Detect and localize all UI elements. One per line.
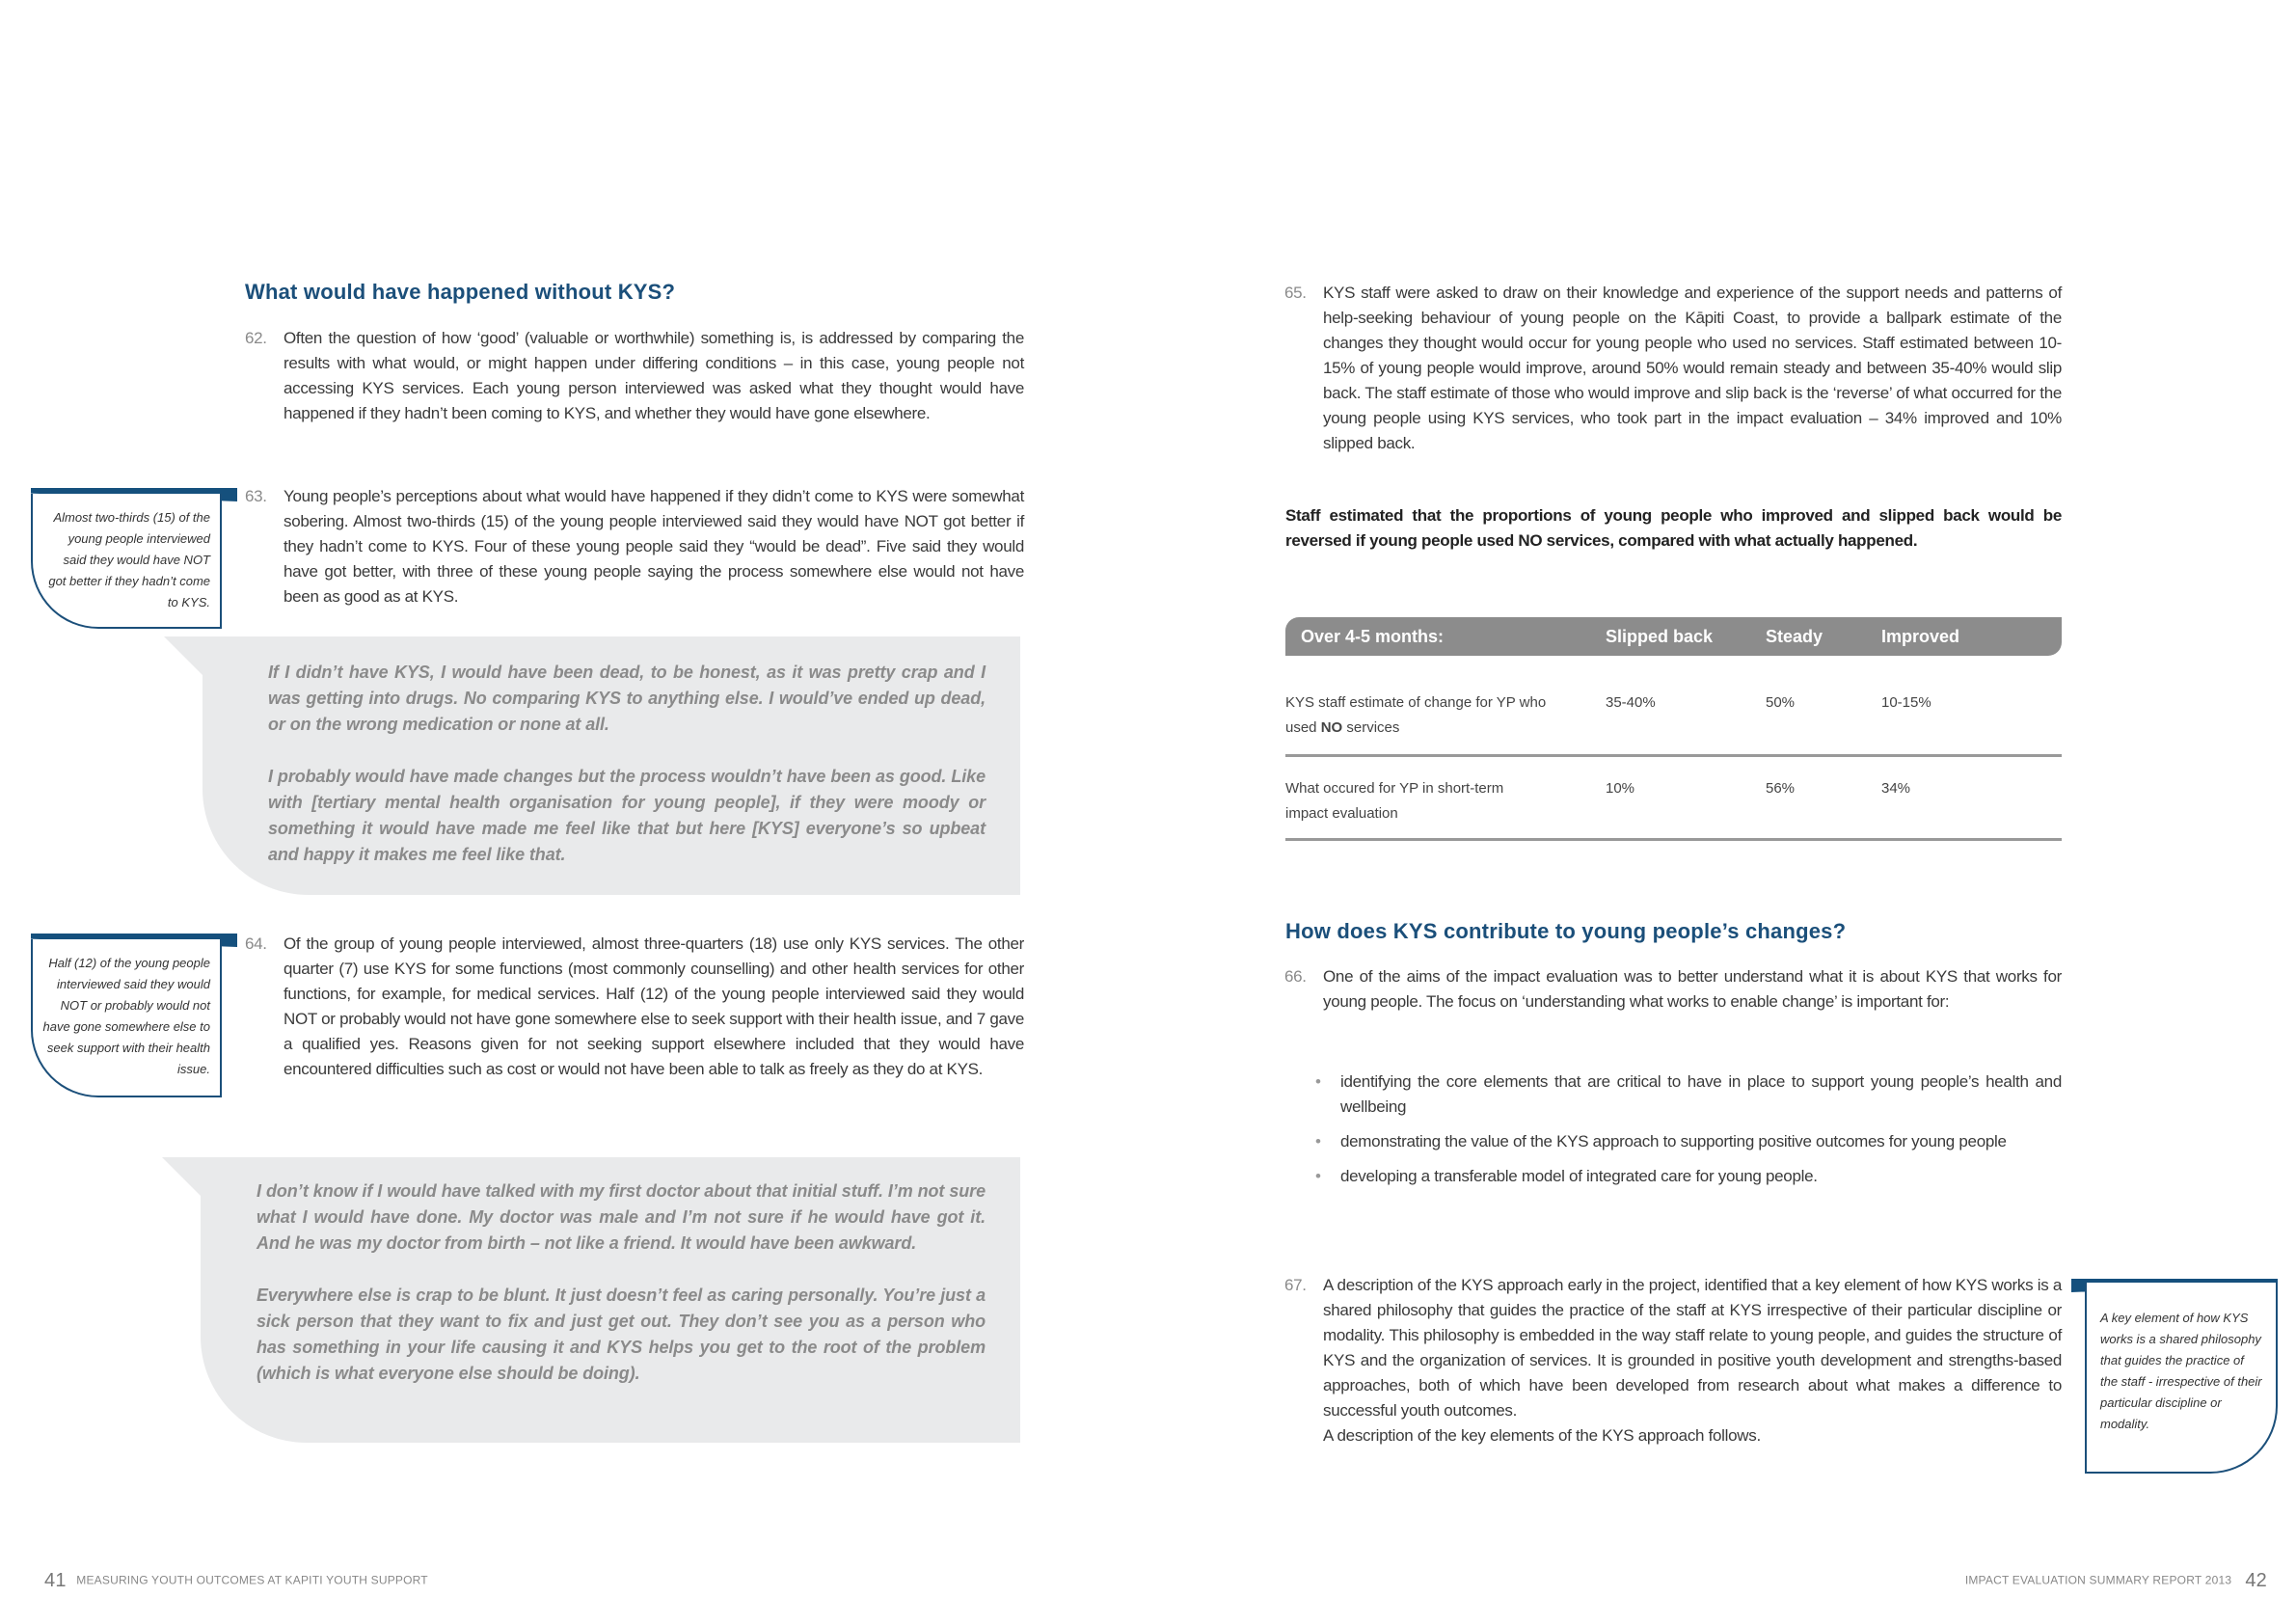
column-header: Slipped back	[1590, 617, 1750, 656]
table-header-row: Over 4-5 months: Slipped back Steady Imp…	[1285, 617, 2062, 656]
quote-text: If I didn’t have KYS, I would have been …	[268, 663, 986, 734]
paragraph-number: 62.	[245, 329, 267, 347]
row-label: What occured for YP in short-term impact…	[1285, 755, 1590, 841]
paragraph-number: 66.	[1284, 967, 1307, 986]
paragraph-number: 67.	[1284, 1276, 1307, 1294]
cell-slipped-back: 10%	[1590, 755, 1750, 841]
quote-text: I probably would have made changes but t…	[268, 767, 986, 864]
bullet-list: • identifying the core elements that are …	[1315, 1069, 2062, 1199]
page-number: 41	[44, 1570, 67, 1591]
bold-statement: Staff estimated that the proportions of …	[1285, 506, 2062, 550]
bullet-icon: •	[1315, 1072, 1321, 1091]
cell-slipped-back: 35-40%	[1590, 656, 1750, 757]
sidebar-callout: A key element of how KYS works is a shar…	[2085, 1283, 2278, 1474]
quote-text: Everywhere else is crap to be blunt. It …	[257, 1286, 986, 1383]
list-item: • demonstrating the value of the KYS appr…	[1315, 1129, 2062, 1154]
cell-improved: 34%	[1866, 755, 2062, 841]
paragraph-number: 65.	[1284, 284, 1307, 302]
paragraph-63: 63. Young people’s perceptions about wha…	[245, 484, 1024, 609]
bullet-icon: •	[1315, 1167, 1321, 1185]
column-header: Improved	[1866, 617, 2062, 656]
paragraph-65: 65. KYS staff were asked to draw on thei…	[1284, 281, 2062, 456]
sidebar-callout: Almost two-thirds (15) of the young peop…	[31, 494, 222, 629]
comparison-table: Over 4-5 months: Slipped back Steady Imp…	[1285, 617, 2062, 841]
cell-steady: 50%	[1750, 656, 1866, 757]
table-row: KYS staff estimate of change for YP who …	[1285, 656, 2062, 757]
section-heading-contribution: How does KYS contribute to young people’…	[1285, 919, 1847, 943]
footer-title: MEASURING YOUTH OUTCOMES AT KAPITI YOUTH…	[76, 1573, 428, 1587]
quote-box: I don’t know if I would have talked with…	[162, 1157, 1020, 1443]
cell-steady: 56%	[1750, 755, 1866, 841]
quote-notch	[164, 636, 203, 675]
section-heading-without-kys: What would have happened without KYS?	[245, 280, 676, 304]
page-number: 42	[2245, 1570, 2267, 1591]
column-header: Over 4-5 months:	[1285, 617, 1590, 656]
paragraph-67: 67. A description of the KYS approach ea…	[1284, 1273, 2062, 1448]
paragraph-62: 62. Often the question of how ‘good’ (va…	[245, 326, 1024, 426]
paragraph-66: 66. One of the aims of the impact evalua…	[1284, 964, 2062, 1015]
quote-box: If I didn’t have KYS, I would have been …	[164, 636, 1020, 895]
cell-improved: 10-15%	[1866, 656, 2062, 757]
bullet-icon: •	[1315, 1132, 1321, 1150]
paragraph-number: 63.	[245, 487, 267, 505]
list-item: • identifying the core elements that are …	[1315, 1069, 2062, 1120]
quote-text: I don’t know if I would have talked with…	[257, 1181, 986, 1253]
row-label: KYS staff estimate of change for YP who …	[1285, 656, 1590, 757]
footer-title: IMPACT EVALUATION SUMMARY REPORT 2013	[1964, 1573, 2232, 1587]
footer-right: IMPACT EVALUATION SUMMARY REPORT 2013 42	[1965, 1570, 2267, 1592]
paragraph-64: 64. Of the group of young people intervi…	[245, 932, 1024, 1082]
sidebar-callout: Half (12) of the young people interviewe…	[31, 939, 222, 1097]
table-row: What occured for YP in short-term impact…	[1285, 755, 2062, 841]
list-item: • developing a transferable model of inte…	[1315, 1164, 2062, 1189]
paragraph-number: 64.	[245, 934, 267, 953]
footer-left: 41 MEASURING YOUTH OUTCOMES AT KAPITI YO…	[44, 1570, 428, 1592]
column-header: Steady	[1750, 617, 1866, 656]
quote-notch	[162, 1157, 201, 1196]
